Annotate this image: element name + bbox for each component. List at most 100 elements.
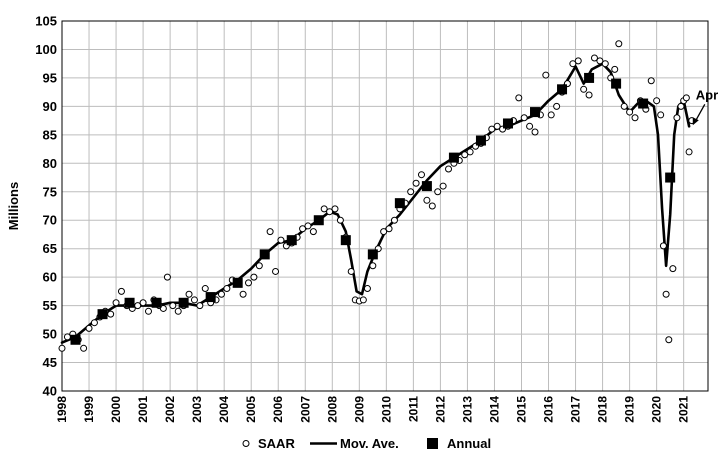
saar-point xyxy=(493,122,501,130)
annual-point xyxy=(665,172,676,183)
x-tick-label: 2000 xyxy=(109,396,123,423)
x-tick-label: 2006 xyxy=(271,396,285,423)
saar-point xyxy=(363,285,371,293)
x-tick-label: 2012 xyxy=(433,396,447,423)
saar-point xyxy=(63,333,71,341)
annual-point xyxy=(367,249,378,260)
saar-point xyxy=(112,299,120,307)
annual-point xyxy=(232,277,243,288)
saar-point xyxy=(117,287,125,295)
annual-point xyxy=(394,198,405,209)
saar-point xyxy=(526,122,534,130)
x-tick-label: 2007 xyxy=(298,396,312,423)
annual-point xyxy=(530,107,541,118)
annual-point xyxy=(502,118,513,129)
saar-point xyxy=(445,165,453,173)
grid-lines xyxy=(61,20,708,392)
saar-point xyxy=(304,222,312,230)
y-tick-label: 95 xyxy=(43,70,57,85)
y-tick-label: 45 xyxy=(43,355,57,370)
saar-point xyxy=(631,114,639,122)
legend-saar-label: SAAR xyxy=(258,436,295,451)
x-tick-label: 2003 xyxy=(190,396,204,423)
saar-point xyxy=(647,77,655,85)
annual-point xyxy=(340,235,351,246)
saar-point xyxy=(277,236,285,244)
saar-point xyxy=(434,188,442,196)
y-tick-label: 50 xyxy=(43,327,57,342)
x-tick-label: 2020 xyxy=(650,396,664,423)
saar-point xyxy=(320,205,328,213)
saar-point xyxy=(331,205,339,213)
annual-point xyxy=(124,297,135,308)
x-tick-label: 2001 xyxy=(136,396,150,423)
x-tick-label: 2018 xyxy=(596,396,610,423)
saar-point xyxy=(520,114,528,122)
annual-point xyxy=(611,78,622,89)
annual-point xyxy=(313,215,324,226)
y-tick-label: 90 xyxy=(43,99,57,114)
saar-point xyxy=(653,97,661,105)
saar-point xyxy=(665,336,673,344)
saar-point xyxy=(488,125,496,133)
annual-point xyxy=(448,152,459,163)
saar-point xyxy=(673,114,681,122)
annual-point xyxy=(178,297,189,308)
saar-point xyxy=(336,216,344,224)
saar-point xyxy=(255,262,263,270)
x-tick-label: 2005 xyxy=(244,396,258,423)
annual-point xyxy=(475,135,486,146)
annual-point xyxy=(205,292,216,303)
saar-point xyxy=(466,148,474,156)
annual-point xyxy=(557,84,568,95)
y-tick-label: 75 xyxy=(43,184,57,199)
saar-point xyxy=(369,262,377,270)
saar-point xyxy=(139,299,147,307)
x-tick-label: 2015 xyxy=(514,396,528,423)
plot-frame xyxy=(61,20,709,392)
saar-point xyxy=(580,85,588,93)
saar-point xyxy=(347,267,355,275)
saar-point xyxy=(107,310,115,318)
saar-point xyxy=(669,265,677,273)
saar-point xyxy=(601,60,609,68)
saar-point xyxy=(553,102,561,110)
annual-point xyxy=(638,98,649,109)
saar-point xyxy=(359,296,367,304)
x-tick-label: 1999 xyxy=(82,396,96,423)
annotation-apr: Apr xyxy=(696,87,718,102)
saar-point xyxy=(685,148,693,156)
legend-annual-marker xyxy=(427,438,438,449)
saar-point xyxy=(574,57,582,65)
saar-point xyxy=(217,290,225,298)
x-tick-label: 2011 xyxy=(406,396,420,422)
annual-point xyxy=(151,297,162,308)
saar-point xyxy=(90,319,98,327)
saar-point xyxy=(309,228,317,236)
series-annual xyxy=(70,72,676,345)
saar-point xyxy=(659,242,667,250)
saar-point xyxy=(163,273,171,281)
annual-point xyxy=(584,72,595,83)
x-tick-label: 2014 xyxy=(487,396,501,423)
saar-point xyxy=(326,208,334,216)
legend-mov-ave-label: Mov. Ave. xyxy=(340,436,399,451)
saar-point xyxy=(272,267,280,275)
saar-point xyxy=(461,151,469,159)
annual-point xyxy=(259,249,270,260)
y-tick-label: 65 xyxy=(43,241,57,256)
saar-point xyxy=(428,202,436,210)
y-tick-label: 80 xyxy=(43,156,57,171)
saar-point xyxy=(515,94,523,102)
saar-point xyxy=(144,307,152,315)
x-tick-label: 2002 xyxy=(163,396,177,423)
saar-point xyxy=(569,60,577,68)
saar-point xyxy=(196,302,204,310)
legend-annual-label: Annual xyxy=(447,436,491,451)
saar-point xyxy=(407,188,415,196)
y-tick-label: 70 xyxy=(43,213,57,228)
saar-point xyxy=(662,290,670,298)
saar-point xyxy=(626,108,634,116)
